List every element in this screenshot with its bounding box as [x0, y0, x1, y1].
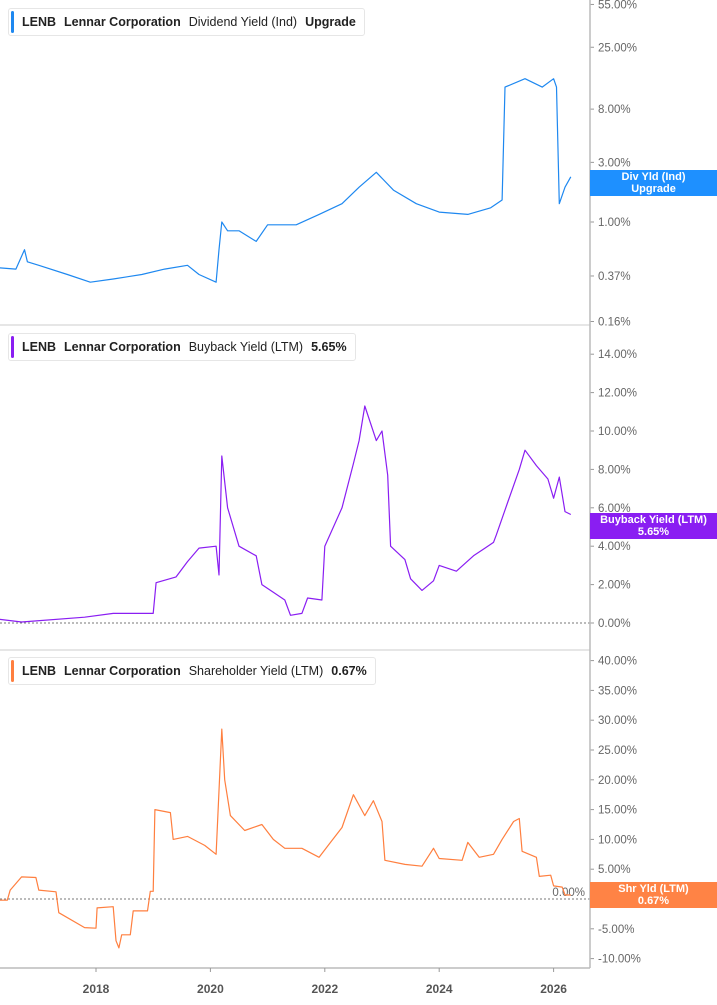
x-tick-label: 2018 [83, 982, 110, 996]
y-tick-label: 3.00% [598, 157, 631, 169]
legend-ticker: LENB [22, 15, 57, 29]
series-line-1 [0, 405, 572, 623]
badge-buyback-yield: Buyback Yield (LTM) 5.65% [590, 513, 717, 539]
badge-value: 5.65% [637, 526, 670, 538]
legend-company: Lennar Corporation [64, 664, 181, 678]
series-line-2 [0, 728, 571, 949]
legend-company: Lennar Corporation [64, 15, 181, 29]
y-tick-label: 0.00% [598, 618, 631, 630]
legend-color-bar [11, 11, 14, 33]
y-tick-label: 6.00% [598, 503, 631, 515]
y-tick-label: 5.00% [598, 864, 631, 876]
x-tick-label: 2020 [197, 982, 224, 996]
y-tick-label: 10.00% [598, 834, 637, 846]
legend-metric: Dividend Yield (Ind) [188, 15, 298, 29]
y-tick-label: 12.00% [598, 388, 637, 400]
y-tick-label: 15.00% [598, 805, 637, 817]
legend-shareholder-yield: LENB Lennar Corporation Shareholder Yiel… [8, 657, 376, 685]
x-tick-label: 2022 [311, 982, 338, 996]
y-tick-label: 4.00% [598, 541, 631, 553]
y-tick-label: 1.00% [598, 217, 631, 229]
legend-value: 0.67% [331, 664, 367, 678]
legend-ticker: LENB [22, 340, 57, 354]
badge-value: 0.67% [637, 895, 670, 907]
series-line-0 [0, 78, 572, 283]
y-tick-label: 55.00% [598, 0, 637, 11]
y-tick-label: -5.00% [598, 924, 634, 936]
badge-value: Upgrade [631, 183, 676, 195]
legend-ticker: LENB [22, 664, 57, 678]
y-tick-label: 25.00% [598, 42, 637, 54]
x-tick-label: 2024 [426, 982, 453, 996]
y-tick-label: 25.00% [598, 745, 637, 757]
y-tick-label: 8.00% [598, 464, 631, 476]
y-tick-label: 20.00% [598, 775, 637, 787]
y-tick-label: 0.16% [598, 316, 631, 328]
y-tick-label: 2.00% [598, 580, 631, 592]
legend-buyback-yield: LENB Lennar Corporation Buyback Yield (L… [8, 333, 356, 361]
y-tick-label: 0.00% [552, 887, 585, 899]
legend-value[interactable]: Upgrade [305, 15, 356, 29]
legend-value: 5.65% [311, 340, 347, 354]
legend-metric: Shareholder Yield (LTM) [188, 664, 324, 678]
y-tick-label: 14.00% [598, 349, 637, 361]
legend-color-bar [11, 660, 14, 682]
badge-label: Buyback Yield (LTM) [600, 514, 707, 526]
y-tick-label: 10.00% [598, 426, 637, 438]
y-tick-label: 0.37% [598, 271, 631, 283]
x-tick-label: 2026 [540, 982, 567, 996]
legend-company: Lennar Corporation [64, 340, 181, 354]
badge-dividend-yield: Div Yld (Ind) Upgrade [590, 170, 717, 196]
y-tick-label: 40.00% [598, 656, 637, 668]
y-tick-label: 30.00% [598, 715, 637, 727]
y-tick-label: -10.00% [598, 954, 641, 966]
legend-color-bar [11, 336, 14, 358]
badge-label: Shr Yld (LTM) [618, 883, 689, 895]
y-tick-label: 8.00% [598, 104, 631, 116]
y-tick-label: 35.00% [598, 685, 637, 697]
badge-shareholder-yield: Shr Yld (LTM) 0.67% [590, 882, 717, 908]
legend-metric: Buyback Yield (LTM) [188, 340, 304, 354]
badge-label: Div Yld (Ind) [621, 171, 686, 183]
legend-dividend-yield: LENB Lennar Corporation Dividend Yield (… [8, 8, 365, 36]
